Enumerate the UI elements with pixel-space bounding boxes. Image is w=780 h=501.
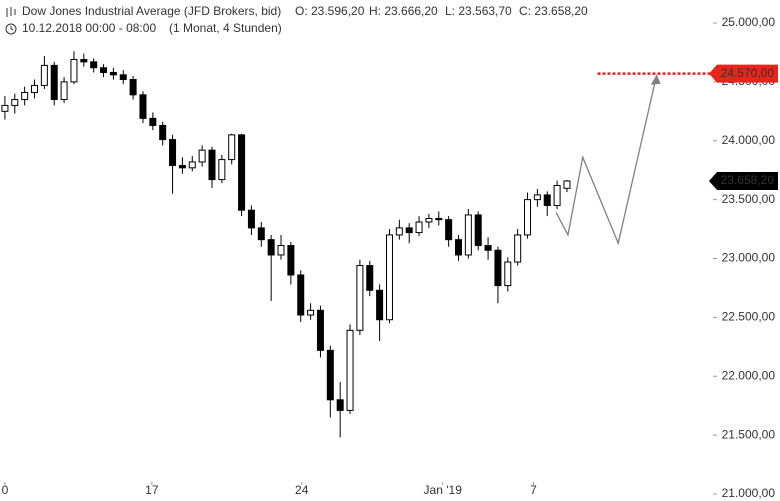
candle-body [188,161,196,169]
projection-line [555,74,658,246]
candle-body [553,184,561,207]
chart-title: Dow Jones Industrial Average (JFD Broker… [22,4,281,18]
candle-body [563,180,571,189]
candle-body [208,149,216,181]
candle-body [257,227,265,241]
candle-body [376,289,384,321]
candle-body [454,239,462,256]
candle-body [405,227,413,234]
candle-body [346,329,354,411]
candle-body [178,164,186,169]
candle-body [228,134,236,161]
candle-body [307,309,315,316]
candle-body [50,64,58,101]
candle-body [543,194,551,207]
candle-body [31,84,39,93]
candle-body [277,245,285,256]
candle-body [336,399,344,411]
candle-body [159,124,167,141]
candle-body [129,79,137,96]
candle-body [356,265,364,331]
x-tick-label: 7 [530,483,537,497]
candle-body [326,349,334,401]
chart-subtitle: 10.12.2018 00:00 - 08:00 [22,21,156,35]
candle-body [40,64,48,86]
y-tick-label: 21.000,00 [722,486,776,500]
candle-body [474,214,482,247]
candle-body [218,159,226,181]
candle-body [119,74,127,81]
candle-body [267,239,275,256]
candle-body [149,117,157,126]
y-tick-label: 22.500,00 [722,310,776,324]
x-tick-label: 17 [145,483,159,497]
candle-body [415,221,423,234]
candle-body [533,194,541,201]
candle-body [484,245,492,251]
y-tick-label: 23.500,00 [722,192,776,206]
candle-body [425,217,433,223]
candle-body [494,249,502,287]
candle-body [385,234,393,321]
candle-body [139,94,147,119]
candle-body [198,149,206,163]
candle-body [100,67,108,73]
candle-body [1,104,9,112]
candle-body [238,134,246,211]
last-price-box [709,171,778,190]
candle-body [395,227,403,236]
period-label: (1 Monat, 4 Stunden) [169,21,282,35]
candle-body [445,219,453,241]
candle-body [11,99,19,106]
candle-body [80,59,88,63]
candle-body [316,309,324,351]
candle-body [464,214,472,256]
candle-body [169,139,177,166]
ohlc-label: H: 23.666,20 [369,4,438,18]
x-tick-label: 24 [295,483,309,497]
candle-body [247,209,255,229]
y-tick-label: 25.000,00 [722,15,776,29]
candle-body [109,71,117,76]
y-tick-label: 21.500,00 [722,427,776,441]
last-price-label: 23.658,20 [721,173,775,187]
target-label: 24.570,00 [721,66,775,80]
candle-body [297,274,305,316]
y-tick-label: 24.000,00 [722,133,776,147]
candle-body [90,61,98,69]
ohlc-label: O: 23.596,20 [295,4,365,18]
x-tick-label: 0 [2,483,9,497]
candle-body [60,81,68,101]
y-tick-label: 23.000,00 [722,251,776,265]
candle-body [524,199,532,236]
candle-body [504,261,512,287]
candle-body [435,217,443,221]
y-tick-label: 22.000,00 [722,368,776,382]
ohlc-label: C: 23.658,20 [519,4,588,18]
target-box [709,64,778,83]
candle-body [366,265,374,291]
candle-body [70,59,78,83]
header-icon [5,7,17,35]
candle-body [21,91,29,101]
x-tick-label: Jan '19 [424,483,463,497]
projection-arrow [650,74,661,85]
candle-body [514,234,522,263]
ohlc-label: L: 23.563,70 [445,4,512,18]
candle-body [287,245,295,276]
